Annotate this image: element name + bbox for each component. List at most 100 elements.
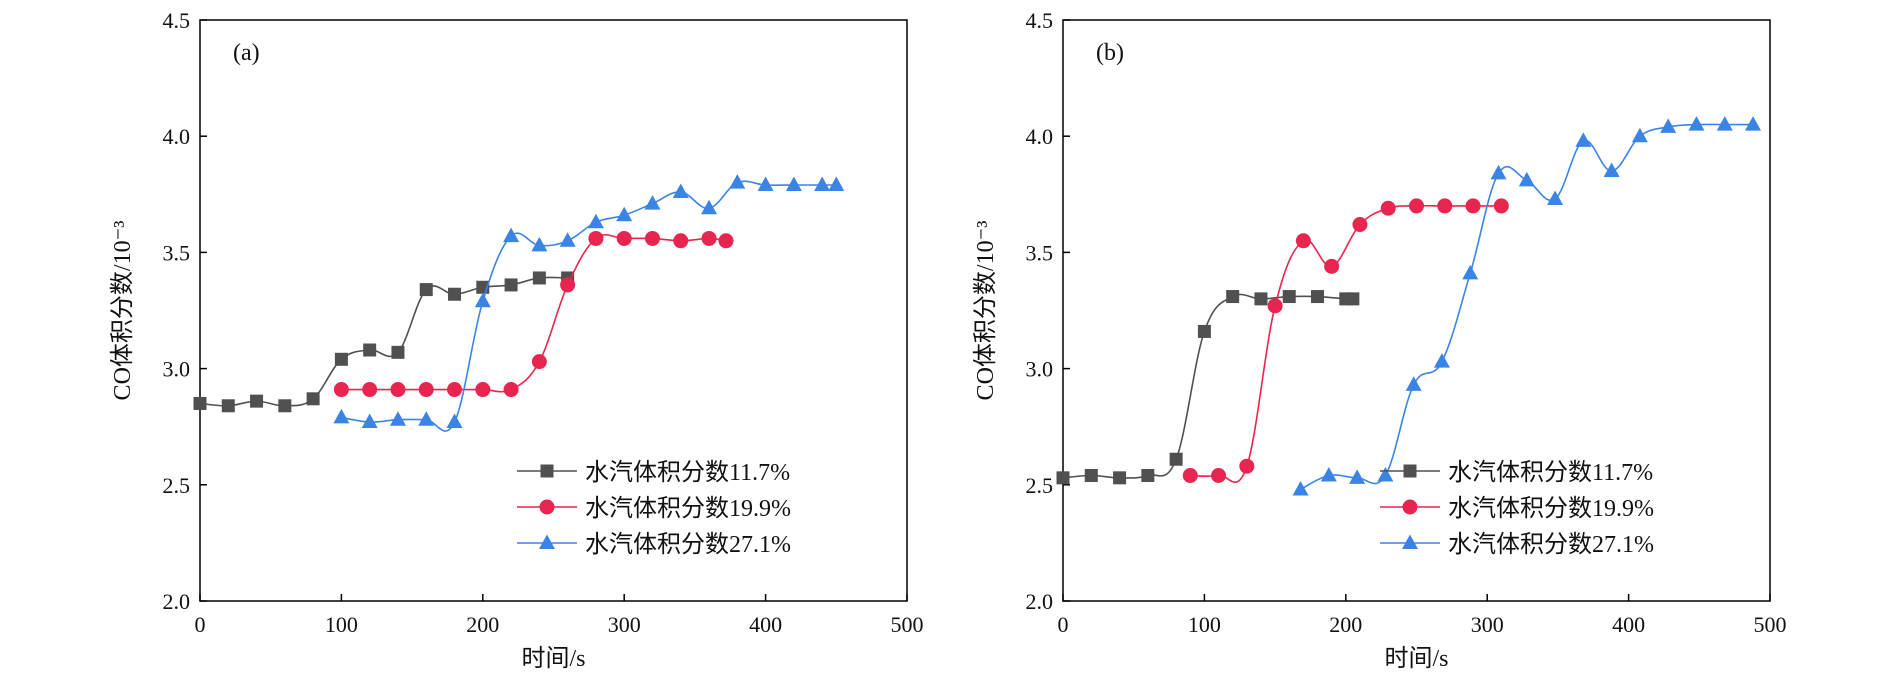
series-1-point [1169,452,1183,466]
series-1-point [306,392,320,406]
series-3-point [474,292,491,308]
series-1-point [1311,290,1325,304]
series-3-line [341,180,837,432]
legend-label-2: 水汽体积分数19.9% [585,495,791,522]
y-tick-label: 3.5 [1026,240,1054,265]
series-2-point [1182,468,1198,484]
series-2-point [333,382,349,398]
legend: 水汽体积分数11.7% 水汽体积分数19.9% 水汽体积分数27.1% [517,459,791,558]
series-3-point [1547,190,1564,205]
series-2-point [560,277,576,293]
series-1-point [250,394,264,408]
y-tick-label: 3.0 [1026,357,1054,382]
series-3-point [531,236,548,252]
series-2-point [503,382,519,398]
series-3-point [446,413,463,429]
y-axis-title: CO体积分数/10⁻³ [109,221,136,401]
series-2-point [701,230,717,246]
series-2-point [362,382,378,398]
series-1-point [504,278,518,292]
x-tick-label: 0 [195,612,206,637]
series-3-point [1745,116,1762,131]
series-1-point [1346,292,1360,306]
legend-marker-3 [1402,534,1418,549]
series-3-point [1490,164,1507,180]
x-tick-label: 500 [891,612,924,637]
series-3-point [785,176,802,192]
legend-label-1: 水汽体积分数11.7% [1448,459,1653,486]
series-2-point [616,230,632,246]
series-1-point [1226,290,1240,304]
series-2-point [1324,258,1340,274]
series-1-point [221,399,235,413]
series-3-point [1575,132,1592,147]
panel-label: (b) [1096,40,1124,66]
y-tick-label: 2.0 [1026,589,1054,614]
series-2-point [475,382,491,398]
legend-marker-2 [1402,499,1418,515]
series-2-point [1295,233,1311,249]
series-3-point [1433,353,1450,368]
panel-label: (a) [233,40,260,66]
series-2-point [1352,217,1368,233]
legend-marker-1 [540,464,554,478]
plot-frame [199,19,908,602]
series-2-line [1190,204,1502,483]
series-2-line [341,233,727,393]
series-2-point [1409,198,1424,214]
plot-frame [1062,19,1771,602]
series-3-point [1660,118,1677,133]
y-axis-title: CO体积分数/10⁻³ [972,221,999,401]
series-3-point [559,232,576,247]
legend-label-2: 水汽体积分数19.9% [1448,495,1654,522]
series-1-point [193,396,207,410]
y-tick-label: 4.0 [163,124,191,149]
x-tick-label: 400 [749,612,782,637]
series-3-point [701,199,718,215]
series-3-point [757,176,774,192]
series-3-point [1320,467,1337,482]
series-2-point [531,354,547,370]
series-1 [193,271,575,413]
series-1-point [419,283,433,297]
x-tick-label: 100 [325,612,358,637]
series-3-point [672,183,689,198]
series-2-point [718,233,734,249]
series-1-point [1056,471,1070,485]
series-2 [1182,198,1509,484]
series-1-point [448,287,462,301]
legend-label-3: 水汽体积分数27.1% [585,531,791,558]
series-3 [333,174,845,432]
series-3 [1292,116,1762,496]
series-3-point [1603,162,1620,178]
y-tick-label: 2.5 [1026,473,1054,498]
series-1-point [1113,471,1127,485]
series-1-line [1062,293,1353,479]
y-tick-label: 4.0 [1026,124,1054,149]
series-1-point [532,271,546,285]
series-3-point [418,411,435,426]
series-3-point [1349,469,1366,484]
chart-panel-1: 0 100 200 300 400 500 2.0 2.5 3.0 3.5 4.0 4.5 时间/s CO… [109,8,924,672]
legend-label-3: 水汽体积分数27.1% [1448,531,1654,558]
series-1-point [363,343,377,357]
series-2-point [588,230,604,246]
x-tick-label: 200 [1329,612,1362,637]
y-tick-label: 3.5 [163,240,191,265]
series-3-point [1377,467,1394,482]
x-axis-title: 时间/s [1384,645,1448,672]
series-2-point [673,233,689,249]
legend-marker-2 [539,499,555,515]
x-tick-label: 500 [1754,612,1787,637]
x-tick-label: 300 [608,612,641,637]
series-1-point [391,345,405,359]
series-3-point [828,176,845,192]
chart-panel-2: 0 100 200 300 400 500 2.0 2.5 3.0 3.5 4.0 4.5 时间/s CO… [972,8,1787,672]
series-3-point [1716,116,1733,131]
series-3-point [814,176,831,192]
series-2-point [390,382,406,398]
x-axis-title: 时间/s [521,645,585,672]
series-2 [333,230,734,398]
